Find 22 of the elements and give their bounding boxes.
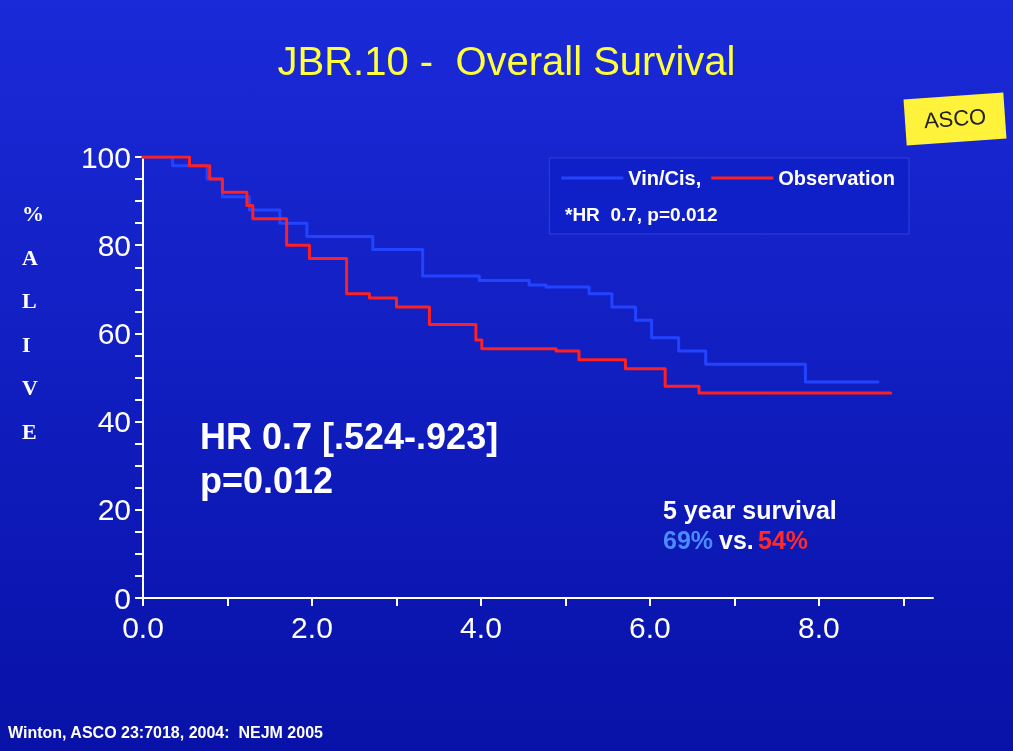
x-tick-label: 4.0 (460, 610, 502, 644)
annotation: HR 0.7 [.524-.923] (200, 415, 499, 457)
y-axis-title: % ALIVE (22, 201, 44, 444)
y-tick-label: 80 (97, 228, 131, 262)
annotation: p=0.012 (200, 459, 334, 501)
chart-title: JBR.10 - Overall Survival (277, 39, 736, 83)
annotation: 54% (758, 525, 809, 554)
x-tick-label: 8.0 (798, 610, 840, 644)
annotation: 69% (663, 525, 714, 554)
y-tick-label: 40 (97, 405, 131, 439)
legend-label: Vin/Cis, (628, 167, 702, 189)
y-tick-label: 60 (97, 316, 131, 350)
y-tick-label: 100 (80, 140, 131, 174)
x-tick-label: 2.0 (291, 610, 333, 644)
sticky-note: ASCO (903, 92, 1007, 146)
annotation: vs. (719, 525, 754, 554)
legend-label: Observation (778, 167, 895, 189)
text: Winton, ASCO 23:7018, 2004: NEJM 2005 (8, 723, 324, 741)
annotation: 5 year survival (663, 495, 837, 524)
y-tick-label: 20 (97, 493, 131, 527)
x-tick-label: 6.0 (629, 610, 671, 644)
annotation: *HR 0.7, p=0.012 (565, 204, 718, 225)
